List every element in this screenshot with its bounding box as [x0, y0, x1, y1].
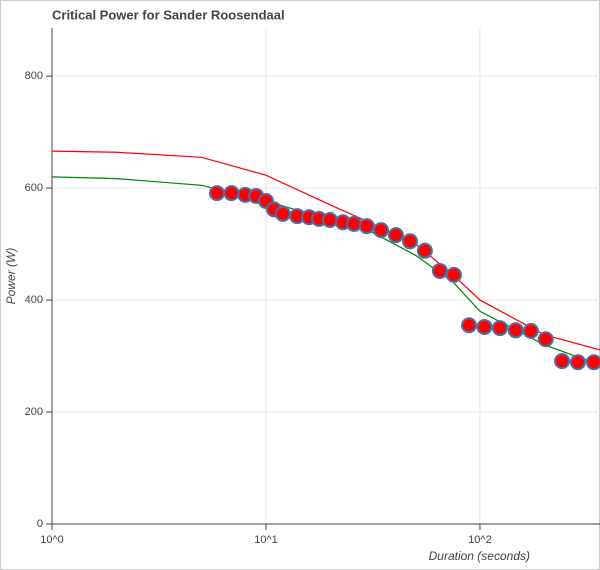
- y-axis-label: Power (W): [4, 248, 18, 305]
- data-point: [274, 205, 291, 222]
- data-point: [223, 185, 240, 202]
- y-tick-label: 600: [25, 182, 43, 194]
- data-point: [522, 322, 539, 339]
- y-tick-label: 800: [25, 70, 43, 82]
- x-tick-label: 10^1: [254, 534, 278, 546]
- data-point: [387, 227, 404, 244]
- data-point: [416, 242, 433, 259]
- data-point: [321, 212, 338, 229]
- data-point: [569, 354, 586, 371]
- y-tick-label: 200: [25, 406, 43, 418]
- data-point: [358, 218, 375, 235]
- data-point: [491, 320, 508, 337]
- data-point: [507, 322, 524, 339]
- y-tick-label: 0: [37, 518, 43, 530]
- x-tick-label: 10^0: [40, 534, 64, 546]
- data-point: [346, 215, 363, 232]
- data-point: [431, 262, 448, 279]
- y-tick-label: 400: [25, 294, 43, 306]
- x-tick-label: 10^2: [468, 534, 492, 546]
- data-point: [537, 331, 554, 348]
- data-point: [373, 222, 390, 239]
- model-line: [52, 150, 600, 351]
- data-point: [554, 353, 571, 370]
- data-point: [401, 233, 418, 250]
- x-axis-label: Duration (seconds): [429, 549, 530, 563]
- data-point: [476, 318, 493, 335]
- chart-title: Critical Power for Sander Roosendaal: [52, 7, 285, 22]
- data-point: [208, 185, 225, 202]
- data-point: [585, 354, 600, 371]
- data-point: [461, 317, 478, 334]
- data-point: [445, 266, 462, 283]
